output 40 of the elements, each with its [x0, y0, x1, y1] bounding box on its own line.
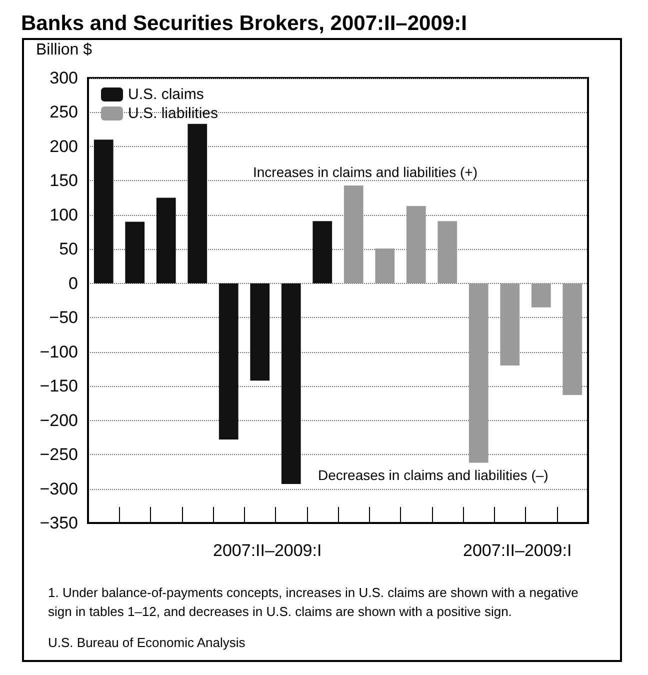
- bar: [156, 198, 176, 284]
- y-tick-label: −50: [49, 308, 78, 328]
- chart-title: Banks and Securities Brokers, 2007:II–2009:I: [21, 12, 467, 35]
- y-tick-label: −300: [40, 479, 78, 498]
- bar: [281, 283, 301, 484]
- y-tick-label: 200: [50, 136, 78, 156]
- y-tick-label: −150: [40, 376, 78, 396]
- y-tick-label: 300: [50, 68, 78, 88]
- y-tick-label: 50: [59, 240, 78, 259]
- bar: [344, 185, 364, 284]
- text: 2007:II–2009:I: [463, 541, 572, 560]
- bar: [375, 248, 395, 284]
- y-tick-label: −200: [40, 410, 78, 430]
- y-axis-title: Billion $: [36, 42, 92, 58]
- bar: [94, 140, 114, 284]
- y-tick-label: −250: [40, 445, 78, 464]
- bar: [188, 124, 208, 284]
- annotation: Increases in claims and liabilities (+): [253, 164, 478, 180]
- bar: [468, 283, 488, 463]
- text: 2007:II–2009:I: [213, 541, 322, 560]
- annotation: Decreases in claims and liabilities (–): [318, 467, 548, 484]
- y-tick-label: 0: [68, 274, 78, 293]
- bar: [562, 283, 582, 395]
- bar: [406, 206, 426, 284]
- y-tick-label: 100: [50, 205, 78, 224]
- y-tick-label: 250: [50, 102, 78, 122]
- legend-label: U.S. claims: [128, 86, 204, 103]
- bar: [438, 221, 458, 284]
- y-tick-label: 150: [50, 171, 78, 190]
- legend-label: U.S. liabilities: [128, 105, 218, 122]
- y-tick-label: −350: [40, 514, 78, 532]
- y-tick-label: −100: [40, 342, 78, 362]
- text: U.S. Bureau of Economic Analysis: [48, 635, 246, 650]
- bar: [250, 283, 270, 381]
- bar: [531, 283, 551, 308]
- bar: [312, 221, 332, 284]
- bar: [218, 283, 238, 440]
- bar: [500, 283, 520, 366]
- text: 1. Under balance-of-payments concepts, increases in U.S. claims are shown with a negative sign in tables 1–12, and decreases in U.S. claims are shown with a positive sign.: [48, 585, 582, 619]
- bar: [125, 222, 145, 284]
